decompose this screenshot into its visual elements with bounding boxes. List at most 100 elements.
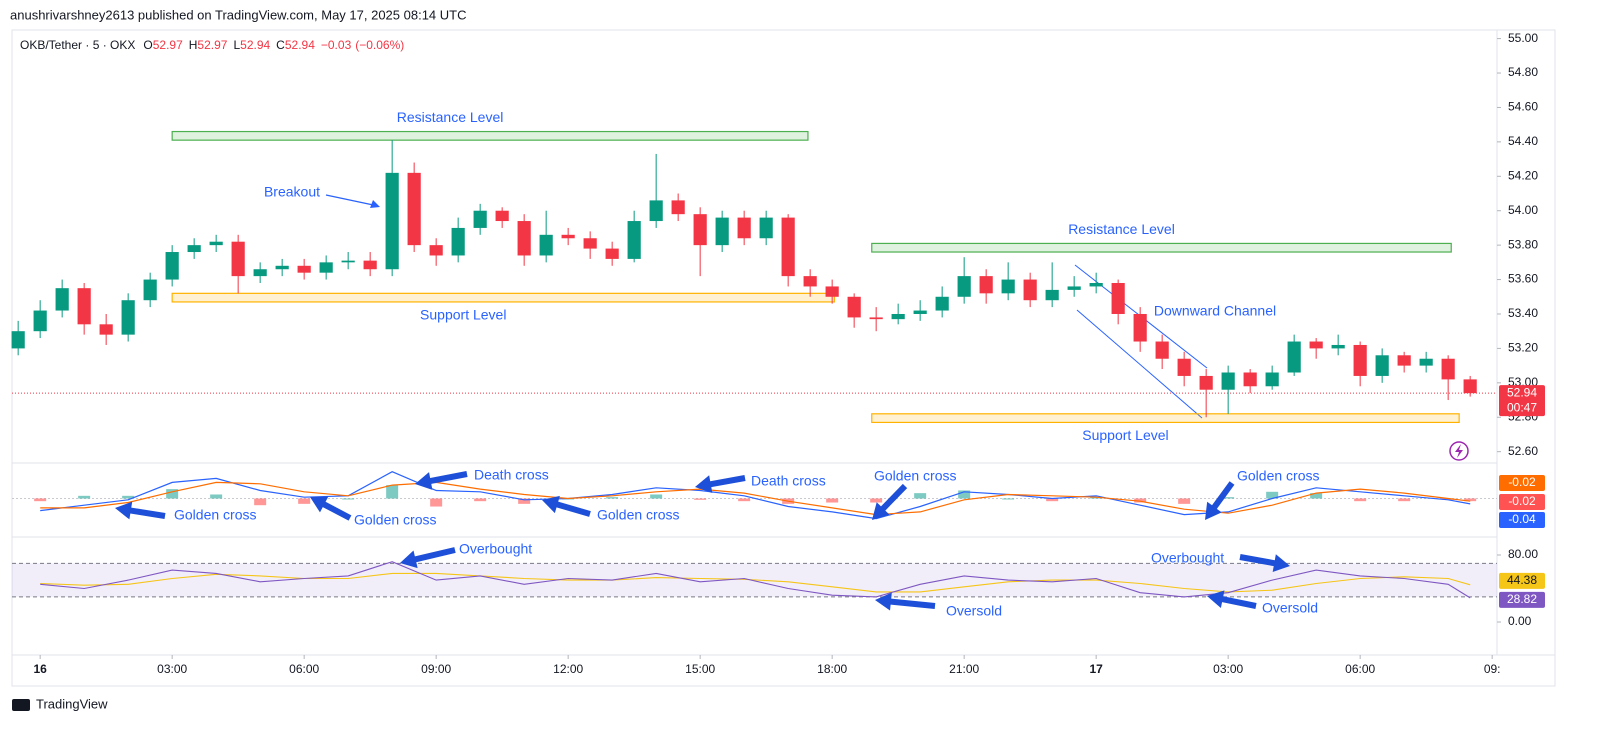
candle-body [1133,313,1147,342]
logo [12,699,30,711]
candle-body [297,265,311,273]
indicator-line [40,471,1471,520]
annotation: Golden cross [174,507,256,523]
x-tick-label: 15:00 [685,662,715,676]
y-tick-label: 54.80 [1508,65,1538,79]
candle-body [781,217,795,277]
value-label: -0.02 [1508,475,1536,489]
legend-value: 52.94 [285,38,315,52]
histogram-bar [78,495,91,499]
candle-body [583,238,597,249]
candle-body [473,210,487,228]
y-tick-label: 53.40 [1508,306,1538,320]
candle-body [979,276,993,294]
annotation: Overbought [459,541,532,557]
histogram-bar [650,494,663,499]
candle-body [1287,341,1301,373]
annotation-arrow [115,501,166,520]
annotation-arrow [1205,481,1235,520]
candle-body [759,217,773,239]
y-tick-label: 0.00 [1508,614,1532,628]
candle-body [671,200,685,215]
breakout-arrow [325,194,379,207]
channel-line [1076,309,1203,419]
candle-body [517,221,531,256]
candle-body [209,241,223,246]
histogram-bar [914,493,927,499]
candle-body [363,260,377,270]
candle-body [803,276,817,287]
histogram-bar [1178,498,1191,504]
footer: TradingView [36,696,108,711]
candle-body [715,217,729,246]
annotation: Death cross [474,467,549,483]
value-box [1499,572,1545,589]
candle-body [935,296,949,311]
annotation: Death cross [751,473,826,489]
candle-body [1177,358,1191,376]
candle-body [99,324,113,335]
countdown: 00:47 [1507,400,1537,414]
histogram-bar [1442,498,1455,500]
annotation-arrow [400,547,456,569]
zone [171,130,809,141]
value-label: -0.04 [1508,512,1536,526]
annotation-arrow [872,483,908,520]
candle-body [561,234,575,239]
annotation: Golden cross [597,507,679,523]
candle-body [1089,283,1103,287]
value-label: 44.38 [1507,573,1537,587]
legend-title: OKB/Tether · 5 · OKX [20,38,135,52]
x-tick-label: 03:00 [157,662,187,676]
candle-body [1001,279,1015,294]
histogram-bar [1266,491,1279,499]
y-tick-label: 54.40 [1508,134,1538,148]
candle-body [1265,372,1279,387]
candle-body [1155,341,1169,359]
candle-body [1221,372,1235,390]
candle-body [429,245,443,256]
histogram-bar [34,498,47,502]
y-tick-label: 80.00 [1508,547,1538,561]
annotation: Golden cross [874,468,956,484]
value-box [1499,512,1545,528]
histogram-bar [254,498,267,506]
histogram-bar [1222,497,1235,499]
candle-body [121,300,135,335]
histogram-bar [166,489,179,499]
candle-body [825,286,839,297]
y-tick-label: 54.60 [1508,100,1538,114]
histogram-bar [386,485,399,499]
legend-key: C [276,38,285,52]
value-box [1499,475,1545,491]
candle-body [627,221,641,259]
histogram-bar [1354,498,1367,502]
candle-body [1463,379,1477,394]
y-tick-label: 53.60 [1508,272,1538,286]
x-tick-label: 12:00 [553,662,583,676]
alert-icon[interactable] [1449,441,1469,461]
annotation-arrow [415,471,468,490]
candle-body [77,288,91,325]
candle-body [1243,372,1257,387]
histogram-bar [738,498,751,502]
last-price-box [1499,385,1545,417]
histogram-bar [1002,498,1015,500]
note: Breakout [264,184,320,200]
y-tick-label: 54.20 [1508,168,1538,182]
legend-value: 52.97 [197,38,227,52]
candle-body [869,317,883,320]
legend-value: 52.97 [153,38,183,52]
indicator-line [40,481,1471,516]
histogram-bar [430,498,443,507]
candle-body [913,310,927,314]
candle-body [1397,355,1411,366]
annotation-arrow [875,592,936,611]
legend-change-pct: (−0.06%) [355,38,404,52]
candle-body [847,296,861,318]
candle-body [539,234,553,256]
histogram-bar [1310,493,1323,499]
zone-label: Resistance Level [1068,221,1175,237]
histogram-bar [210,494,223,499]
